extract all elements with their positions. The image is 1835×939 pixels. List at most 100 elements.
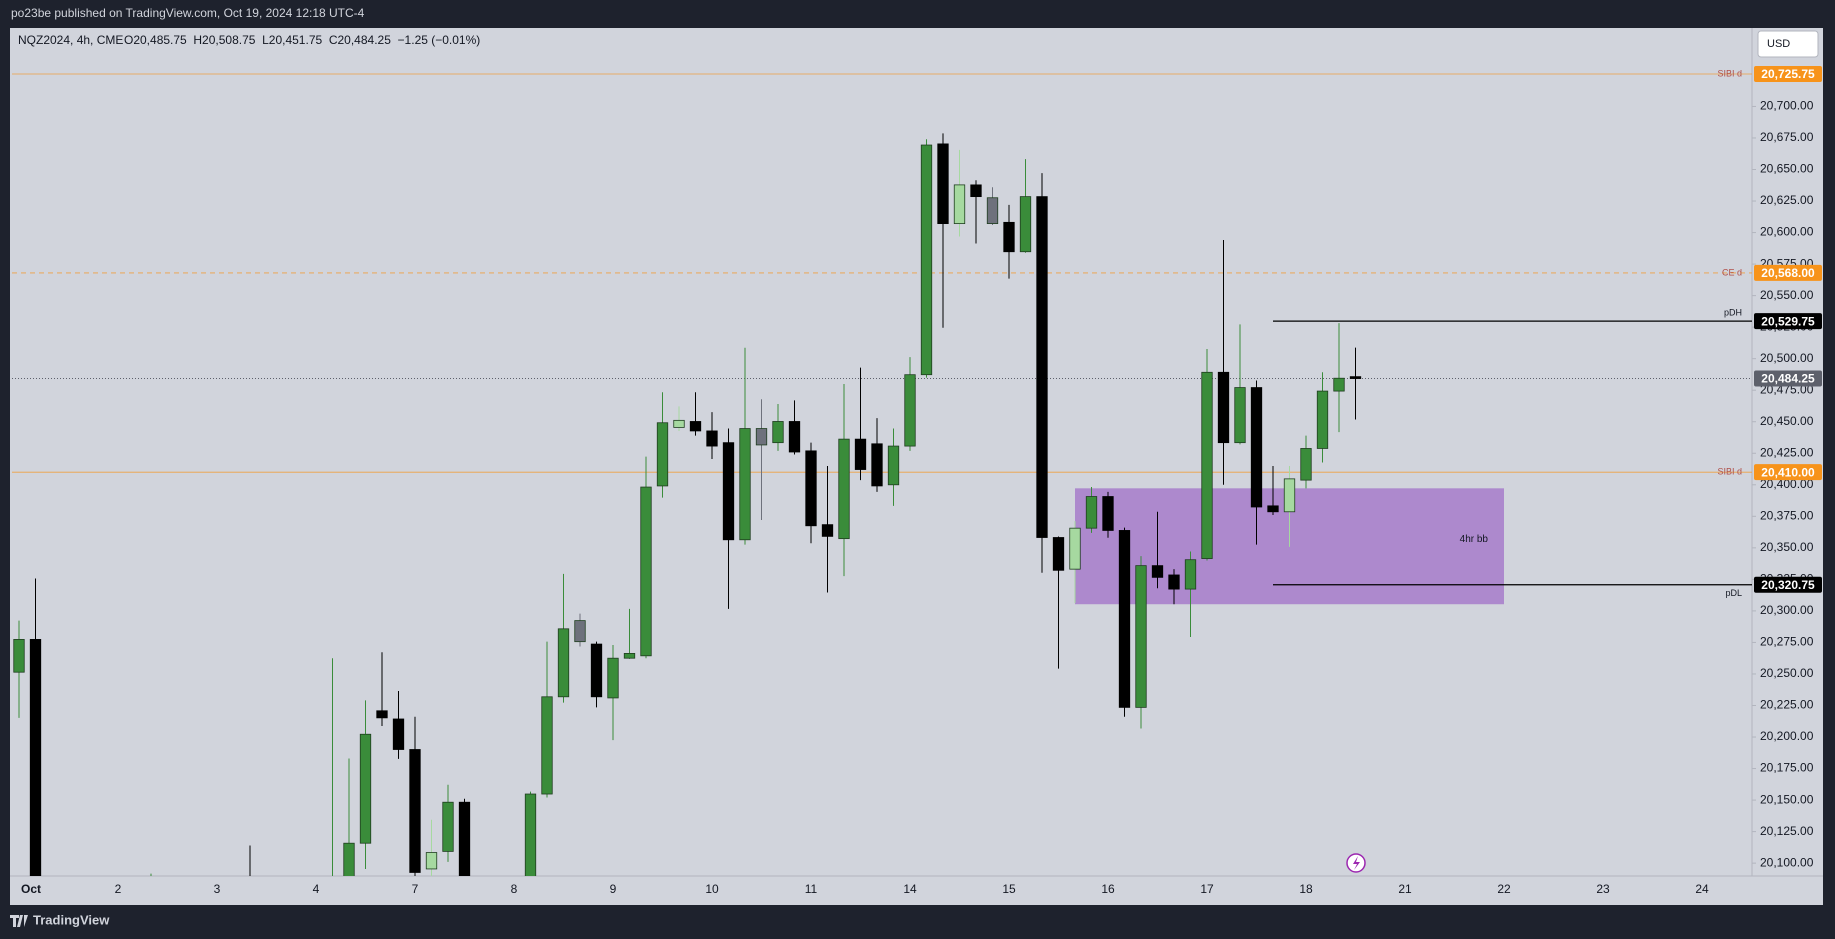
candle-body [871, 443, 883, 487]
level-price-tag: 20,529.75 [1761, 314, 1815, 328]
candle-body [920, 144, 933, 376]
footer-logo [10, 915, 28, 927]
candle-body [1003, 221, 1015, 253]
plot: 4hr bb SIBI d CE d pDH SIBI d pDL [12, 68, 1752, 876]
candle-body [1333, 377, 1345, 392]
candle-body [1201, 371, 1213, 559]
candle-body [392, 718, 405, 750]
level-price-tag-bg [1754, 464, 1822, 481]
candle-body [458, 801, 471, 876]
box-label: 4hr bb [1460, 534, 1489, 545]
level-price-tag-bg [1754, 264, 1822, 281]
logo [10, 915, 28, 927]
candle-body [1267, 505, 1279, 513]
candle-body [1168, 574, 1180, 590]
candle-body [409, 749, 421, 873]
alert-bolt [1353, 856, 1360, 870]
candle-body [13, 639, 25, 673]
candle-body [524, 793, 537, 876]
last-price-tag-bg [1754, 370, 1822, 387]
level-price-tag-bg [1754, 65, 1822, 82]
currency-button[interactable] [1757, 30, 1819, 58]
currency-label: USD [1767, 38, 1790, 50]
candle-body [1069, 527, 1081, 570]
y-tick-label: 20,150.00 [1760, 792, 1814, 806]
candle-body [442, 801, 454, 852]
level-price-tag: 20,568.00 [1761, 266, 1815, 280]
candle-body [607, 657, 619, 699]
candle-body [1349, 376, 1362, 379]
candle-body [772, 421, 784, 444]
candle-body [706, 430, 718, 447]
candle-body [376, 710, 388, 719]
candle-body [1316, 390, 1329, 449]
y-tick-label: 20,175.00 [1760, 761, 1814, 775]
candle-body [656, 422, 669, 487]
level-label: SIBI d [1717, 467, 1742, 477]
candle-body [1052, 537, 1065, 571]
x-tick-label: 2 [115, 882, 122, 896]
x-tick-label: 22 [1497, 882, 1511, 896]
y-tick-label: 20,200.00 [1760, 729, 1814, 743]
publisher: po23be published on TradingView.com, Oct… [11, 6, 365, 20]
alert-icon[interactable] [1346, 853, 1366, 873]
level-label: pDH [1724, 308, 1742, 318]
candle-body [557, 628, 570, 698]
candle-body [673, 419, 685, 428]
y-tick-label: 20,500.00 [1760, 351, 1814, 365]
chart-area [10, 28, 1823, 905]
candle-body [574, 620, 586, 643]
level-label: CE d [1722, 267, 1742, 277]
candle-body [838, 438, 850, 540]
x-tick-label: 11 [805, 882, 818, 896]
candle-body [986, 197, 999, 225]
x-tick-label: 17 [1200, 882, 1214, 896]
symbol: NQZ2024, 4h, CME [18, 33, 123, 47]
y-tick-label: 20,300.00 [1760, 603, 1814, 617]
candle-body [343, 842, 355, 876]
x-tick-label: 10 [705, 882, 719, 896]
brand: TradingView [33, 912, 110, 927]
level-label: SIBI d [1717, 68, 1742, 78]
candle-body [739, 428, 751, 541]
x-tick-label: 14 [903, 882, 917, 896]
candle-body [1217, 371, 1230, 444]
y-tick-label: 20,425.00 [1760, 445, 1814, 459]
y-tick-label: 20,250.00 [1760, 666, 1814, 680]
y-tick-label: 20,225.00 [1760, 698, 1814, 712]
candle-body [1234, 387, 1246, 444]
x-tick-label: 7 [412, 882, 419, 896]
candle-body [1019, 196, 1032, 253]
candle-body [821, 524, 834, 537]
candle-body [541, 696, 553, 795]
y-tick-label: 20,100.00 [1760, 855, 1814, 869]
candle-body [1300, 448, 1312, 481]
level-price-tag: 20,320.75 [1761, 578, 1815, 592]
candle-body [1250, 387, 1263, 508]
candle-body [722, 442, 735, 541]
level-label: pDL [1725, 588, 1742, 598]
x-tick-label: 16 [1101, 882, 1115, 896]
candle-body [970, 184, 982, 198]
candle-body [937, 143, 949, 225]
candle-body [904, 374, 916, 447]
y-tick-label: 20,400.00 [1760, 477, 1814, 491]
y-tick-label: 20,450.00 [1760, 414, 1814, 428]
candle-body [1036, 196, 1048, 538]
y-tick-label: 20,600.00 [1760, 225, 1814, 239]
candle-body [1283, 478, 1296, 513]
last-price-tag: 20,484.25 [1761, 372, 1815, 386]
candle-body [805, 450, 817, 527]
candle-body [689, 421, 702, 432]
y-tick-label: 20,650.00 [1760, 162, 1814, 176]
candle-body [1085, 496, 1098, 529]
x-tick-label: 23 [1596, 882, 1610, 896]
candle-body [1118, 530, 1131, 708]
y-tick-label: 20,700.00 [1760, 99, 1814, 113]
x-tick-label: 18 [1299, 882, 1313, 896]
y-tick-label: 20,350.00 [1760, 540, 1814, 554]
level-price-tag: 20,410.00 [1761, 465, 1815, 479]
y-tick-label: 20,125.00 [1760, 824, 1814, 838]
